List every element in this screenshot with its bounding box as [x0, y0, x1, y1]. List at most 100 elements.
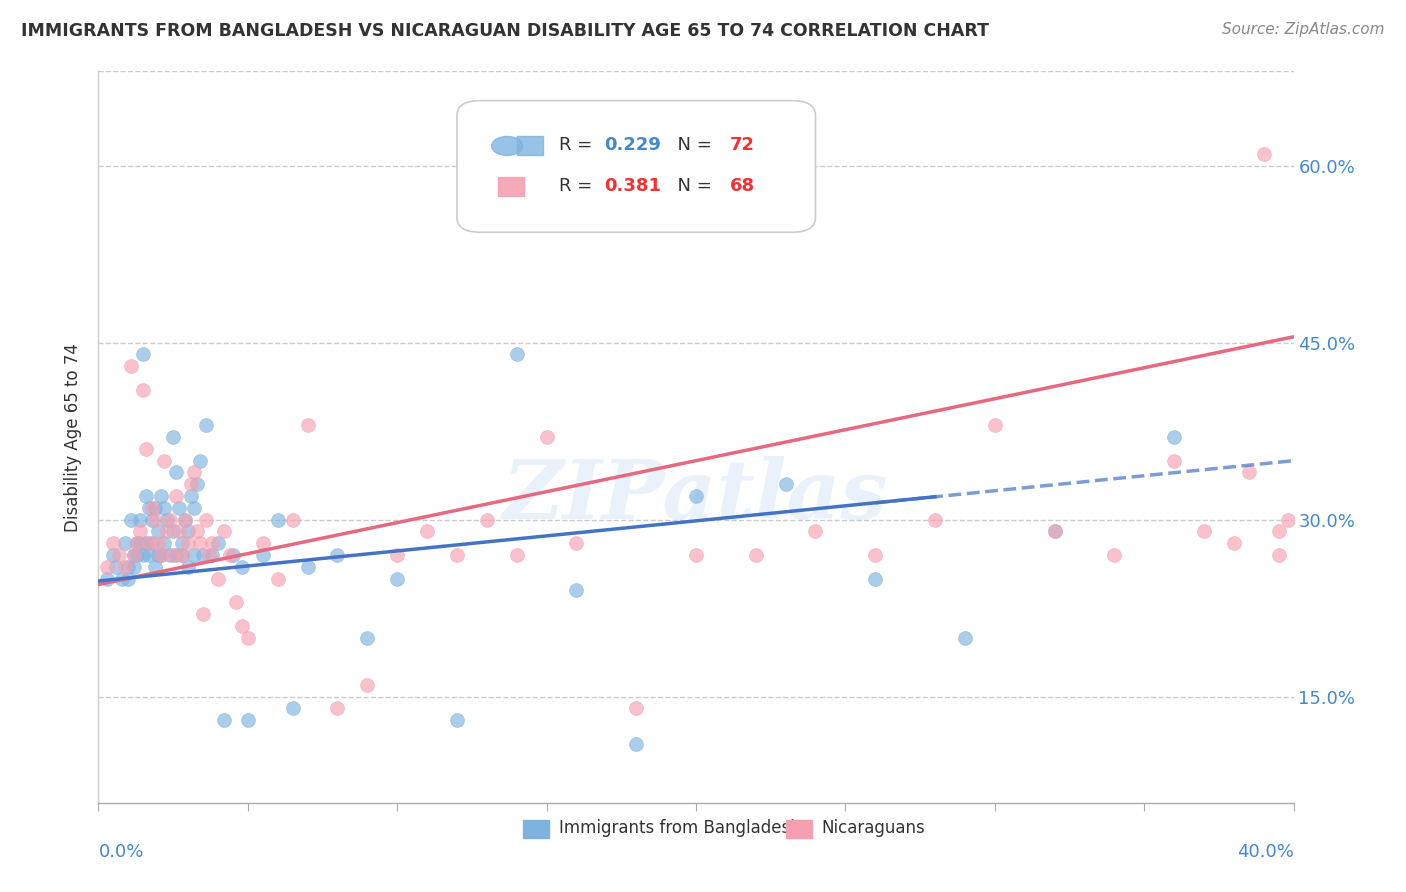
Point: [135, 442, 157, 456]
Point: [326, 701, 349, 715]
Point: [183, 466, 205, 480]
Point: [212, 524, 235, 539]
Point: [953, 631, 976, 645]
Point: [1267, 548, 1289, 562]
Text: R =: R =: [558, 136, 598, 154]
Point: [1237, 466, 1260, 480]
Point: [297, 418, 319, 433]
Point: [148, 548, 170, 562]
Point: [105, 559, 128, 574]
Text: N =: N =: [666, 136, 717, 154]
Point: [281, 701, 304, 715]
Point: [207, 536, 229, 550]
Point: [446, 713, 468, 727]
Point: [201, 548, 224, 562]
Point: [626, 701, 648, 715]
Bar: [498, 177, 524, 195]
Point: [626, 737, 648, 751]
Point: [1277, 513, 1299, 527]
Point: [159, 548, 181, 562]
Point: [143, 559, 166, 574]
Point: [685, 489, 707, 503]
Point: [143, 500, 166, 515]
Point: [281, 513, 304, 527]
Point: [1192, 524, 1215, 539]
Point: [1253, 147, 1275, 161]
Point: [183, 548, 205, 562]
Point: [148, 524, 170, 539]
Point: [124, 559, 146, 574]
Point: [135, 489, 157, 503]
Point: [775, 477, 797, 491]
Point: [565, 536, 588, 550]
Point: [150, 548, 173, 562]
Point: [120, 359, 142, 374]
Point: [1163, 430, 1185, 444]
Point: [141, 513, 163, 527]
Point: [103, 536, 125, 550]
Point: [114, 559, 136, 574]
Point: [1163, 453, 1185, 467]
Circle shape: [492, 136, 523, 155]
Point: [416, 524, 439, 539]
Text: N =: N =: [666, 178, 717, 195]
Point: [1223, 536, 1246, 550]
Point: [231, 559, 253, 574]
Text: ZIPatlas: ZIPatlas: [503, 456, 889, 535]
Point: [127, 536, 149, 550]
Point: [180, 489, 202, 503]
Point: [745, 548, 768, 562]
Point: [135, 536, 157, 550]
Point: [172, 536, 194, 550]
Point: [127, 536, 149, 550]
Text: 72: 72: [730, 136, 755, 154]
Point: [565, 583, 588, 598]
Point: [129, 536, 152, 550]
Point: [138, 500, 160, 515]
Point: [111, 572, 134, 586]
Point: [120, 513, 142, 527]
Point: [138, 548, 160, 562]
Point: [225, 595, 247, 609]
Point: [195, 418, 218, 433]
Point: [129, 524, 152, 539]
Point: [267, 572, 290, 586]
Point: [132, 347, 155, 361]
Point: [506, 548, 529, 562]
Point: [153, 453, 176, 467]
Point: [198, 548, 221, 562]
Point: [188, 536, 211, 550]
FancyBboxPatch shape: [457, 101, 815, 232]
Point: [174, 513, 197, 527]
Point: [153, 536, 176, 550]
Point: [124, 548, 146, 562]
Point: [177, 559, 200, 574]
Point: [156, 524, 179, 539]
Point: [172, 548, 194, 562]
Point: [236, 713, 259, 727]
Point: [219, 548, 242, 562]
Point: [96, 559, 118, 574]
Point: [984, 418, 1007, 433]
Point: [804, 524, 827, 539]
Point: [186, 477, 208, 491]
Point: [162, 548, 184, 562]
Point: [297, 559, 319, 574]
Point: [865, 572, 887, 586]
Point: [212, 713, 235, 727]
Point: [117, 572, 139, 586]
Point: [165, 489, 187, 503]
Point: [162, 430, 184, 444]
Point: [127, 548, 149, 562]
Point: [141, 536, 163, 550]
Point: [191, 548, 214, 562]
Point: [201, 536, 224, 550]
Text: Source: ZipAtlas.com: Source: ZipAtlas.com: [1222, 22, 1385, 37]
Point: [103, 548, 125, 562]
Bar: [523, 820, 548, 838]
Point: [186, 524, 208, 539]
Point: [153, 500, 176, 515]
Point: [177, 536, 200, 550]
Point: [129, 513, 152, 527]
Point: [162, 524, 184, 539]
